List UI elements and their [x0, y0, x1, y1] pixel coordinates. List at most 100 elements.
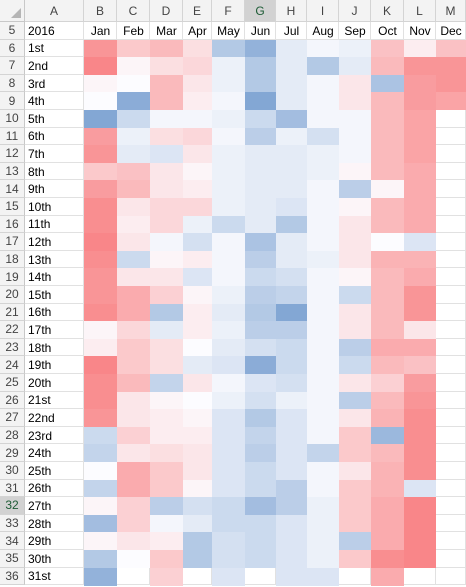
heat-cell[interactable]	[245, 286, 276, 305]
heat-cell[interactable]	[276, 497, 307, 516]
heat-cell[interactable]	[183, 321, 212, 340]
heat-cell[interactable]	[245, 409, 276, 428]
heat-cell[interactable]	[150, 215, 183, 234]
heat-cell[interactable]	[245, 338, 276, 357]
heat-cell[interactable]	[404, 391, 436, 410]
month-header-may[interactable]: May	[217, 23, 240, 38]
heat-cell[interactable]	[339, 250, 371, 269]
heat-cell[interactable]	[276, 303, 307, 322]
heat-cell[interactable]	[117, 462, 150, 481]
row-header-16[interactable]: 16	[0, 215, 25, 234]
heat-cell[interactable]	[212, 145, 245, 164]
heat-cell[interactable]	[404, 39, 436, 58]
row-header-10[interactable]: 10	[0, 110, 25, 128]
column-header-k[interactable]: K	[371, 0, 404, 22]
heat-cell[interactable]	[150, 497, 183, 516]
heat-cell[interactable]	[276, 268, 307, 287]
heat-cell[interactable]	[117, 532, 150, 551]
heat-cell[interactable]	[339, 356, 371, 375]
heat-cell[interactable]	[307, 356, 339, 375]
heat-cell[interactable]	[183, 145, 212, 164]
heat-cell[interactable]	[276, 514, 307, 533]
heat-cell[interactable]	[183, 198, 212, 217]
heat-cell[interactable]	[117, 127, 150, 146]
heat-cell[interactable]	[212, 39, 245, 58]
heat-cell[interactable]	[339, 268, 371, 287]
heat-cell[interactable]	[339, 550, 371, 569]
day-label[interactable]: 9th	[28, 182, 45, 197]
heat-cell[interactable]	[245, 268, 276, 287]
heat-cell[interactable]	[404, 180, 436, 199]
day-label[interactable]: 15th	[28, 287, 52, 302]
heat-cell[interactable]	[245, 479, 276, 498]
heat-cell[interactable]	[212, 374, 245, 393]
heat-cell[interactable]	[339, 215, 371, 234]
heat-cell[interactable]	[117, 426, 150, 445]
heat-cell[interactable]	[339, 286, 371, 305]
heat-cell[interactable]	[371, 162, 404, 181]
heat-cell[interactable]	[245, 39, 276, 58]
column-header-i[interactable]: I	[307, 0, 339, 22]
heat-cell[interactable]	[150, 39, 183, 58]
row-header-26[interactable]: 26	[0, 391, 25, 410]
heat-cell[interactable]	[404, 479, 436, 498]
column-header-l[interactable]: L	[404, 0, 436, 22]
heat-cell[interactable]	[307, 127, 339, 146]
heat-cell[interactable]	[307, 479, 339, 498]
heat-cell[interactable]	[212, 532, 245, 551]
row-header-27[interactable]: 27	[0, 409, 25, 427]
heat-cell[interactable]	[371, 92, 404, 111]
heat-cell[interactable]	[371, 321, 404, 340]
heat-cell[interactable]	[404, 198, 436, 217]
heat-cell[interactable]	[371, 74, 404, 93]
heat-cell[interactable]	[245, 145, 276, 164]
select-all-corner[interactable]	[0, 0, 25, 22]
heat-cell[interactable]	[212, 110, 245, 129]
heat-cell[interactable]	[307, 374, 339, 393]
heat-cell[interactable]	[339, 233, 371, 252]
heat-cell[interactable]	[150, 110, 183, 129]
day-label[interactable]: 13th	[28, 252, 52, 267]
row-header-17[interactable]: 17	[0, 233, 25, 251]
heat-cell[interactable]	[371, 479, 404, 498]
heat-cell[interactable]	[307, 391, 339, 410]
heat-cell[interactable]	[245, 57, 276, 76]
heat-cell[interactable]	[307, 268, 339, 287]
heat-cell[interactable]	[183, 215, 212, 234]
heat-cell[interactable]	[339, 338, 371, 357]
row-header-12[interactable]: 12	[0, 145, 25, 163]
heat-cell[interactable]	[117, 550, 150, 569]
heat-cell[interactable]	[117, 444, 150, 463]
heat-cell[interactable]	[183, 444, 212, 463]
heat-cell[interactable]	[183, 39, 212, 58]
day-label[interactable]: 20th	[28, 375, 52, 390]
heat-cell[interactable]	[307, 39, 339, 58]
heat-cell[interactable]	[117, 57, 150, 76]
heat-cell[interactable]	[212, 462, 245, 481]
heat-cell[interactable]	[276, 233, 307, 252]
heat-cell[interactable]	[117, 338, 150, 357]
heat-cell[interactable]	[371, 462, 404, 481]
row-header-29[interactable]: 29	[0, 444, 25, 462]
heat-cell[interactable]	[150, 409, 183, 428]
heat-cell[interactable]	[339, 39, 371, 58]
heat-cell[interactable]	[371, 215, 404, 234]
heat-cell[interactable]	[245, 462, 276, 481]
month-header-aug[interactable]: Aug	[312, 23, 334, 38]
column-header-a[interactable]: A	[25, 0, 84, 22]
heat-cell[interactable]	[307, 110, 339, 129]
heat-cell[interactable]	[245, 391, 276, 410]
heat-cell[interactable]	[84, 74, 117, 93]
row-header-35[interactable]: 35	[0, 550, 25, 568]
heat-cell[interactable]	[404, 74, 436, 93]
day-label[interactable]: 10th	[28, 199, 52, 214]
heat-cell[interactable]	[150, 479, 183, 498]
row-header-21[interactable]: 21	[0, 303, 25, 322]
heat-cell[interactable]	[339, 391, 371, 410]
heat-cell[interactable]	[245, 127, 276, 146]
heat-cell[interactable]	[183, 286, 212, 305]
heat-cell[interactable]	[404, 356, 436, 375]
heat-cell[interactable]	[117, 145, 150, 164]
heat-cell[interactable]	[339, 180, 371, 199]
